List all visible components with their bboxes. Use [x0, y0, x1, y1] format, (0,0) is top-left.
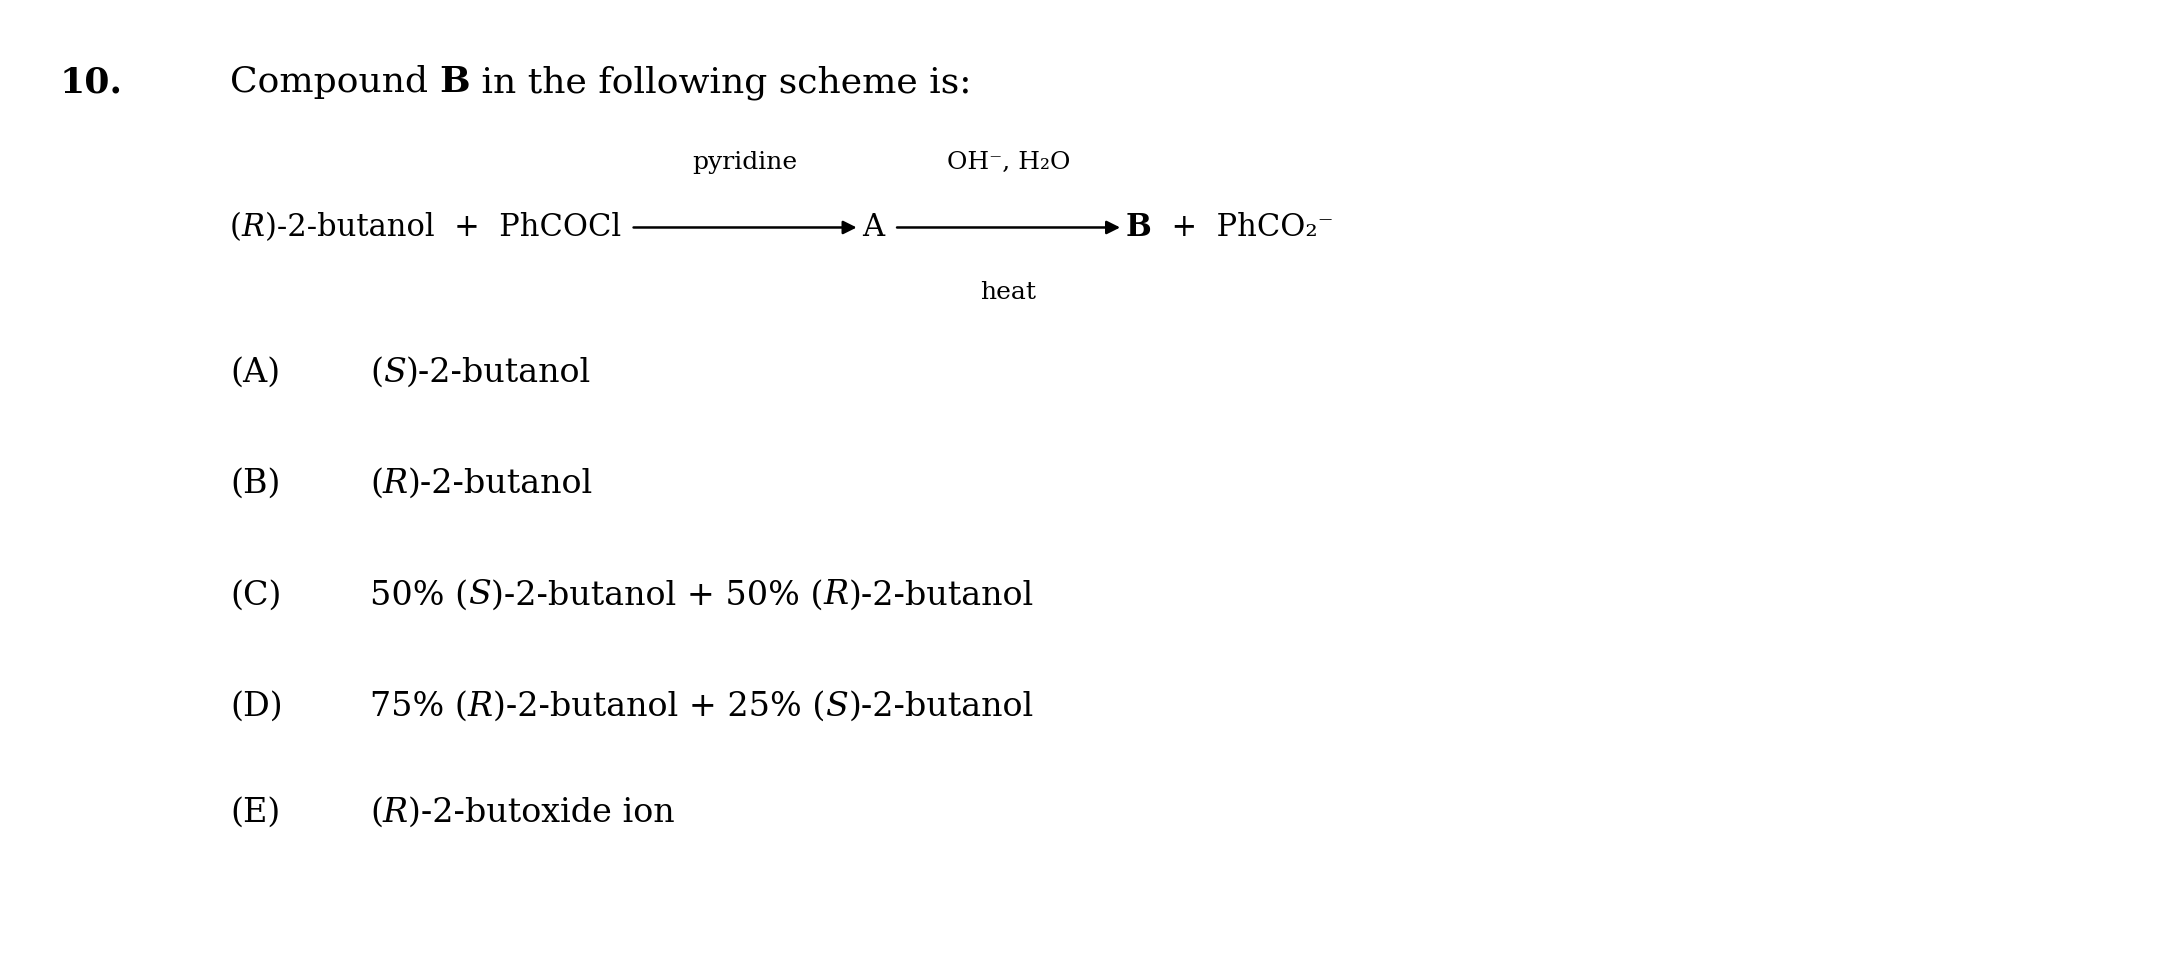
- Text: )-2-butanol + 25% (: )-2-butanol + 25% (: [492, 690, 825, 723]
- Text: (D): (D): [231, 690, 283, 723]
- Text: OH⁻, H₂O: OH⁻, H₂O: [947, 151, 1069, 174]
- Text: +  PhCO₂⁻: + PhCO₂⁻: [1152, 212, 1333, 243]
- Text: (A): (A): [231, 356, 281, 389]
- Text: )-2-butanol: )-2-butanol: [405, 356, 590, 389]
- Text: (: (: [370, 468, 383, 500]
- Text: A: A: [862, 212, 884, 243]
- Text: )-2-butoxide ion: )-2-butoxide ion: [407, 797, 675, 830]
- Text: S: S: [468, 579, 490, 612]
- Text: )-2-butanol: )-2-butanol: [847, 690, 1035, 723]
- Text: in the following scheme is:: in the following scheme is:: [470, 65, 971, 100]
- Text: (C): (C): [231, 579, 281, 612]
- Text: B: B: [440, 65, 470, 100]
- Text: S: S: [383, 356, 405, 389]
- Text: )-2-butanol  +  PhCOCl: )-2-butanol + PhCOCl: [266, 212, 621, 243]
- Text: )-2-butanol + 50% (: )-2-butanol + 50% (: [490, 579, 823, 612]
- Text: (B): (B): [231, 468, 281, 500]
- Text: 50% (: 50% (: [370, 579, 468, 612]
- Text: pyridine: pyridine: [693, 151, 797, 174]
- Text: R: R: [383, 468, 407, 500]
- Text: (: (: [370, 356, 383, 389]
- Text: (: (: [370, 797, 383, 830]
- Text: (: (: [231, 212, 242, 243]
- Text: B: B: [1126, 212, 1152, 243]
- Text: S: S: [825, 690, 847, 723]
- Text: )-2-butanol: )-2-butanol: [407, 468, 592, 500]
- Text: R: R: [823, 579, 849, 612]
- Text: 75% (: 75% (: [370, 690, 468, 723]
- Text: R: R: [468, 690, 492, 723]
- Text: )-2-butanol: )-2-butanol: [849, 579, 1035, 612]
- Text: heat: heat: [980, 281, 1037, 304]
- Text: R: R: [242, 212, 266, 243]
- Text: 10.: 10.: [61, 65, 122, 100]
- Text: Compound: Compound: [231, 65, 440, 100]
- Text: R: R: [383, 797, 407, 830]
- Text: (E): (E): [231, 797, 281, 830]
